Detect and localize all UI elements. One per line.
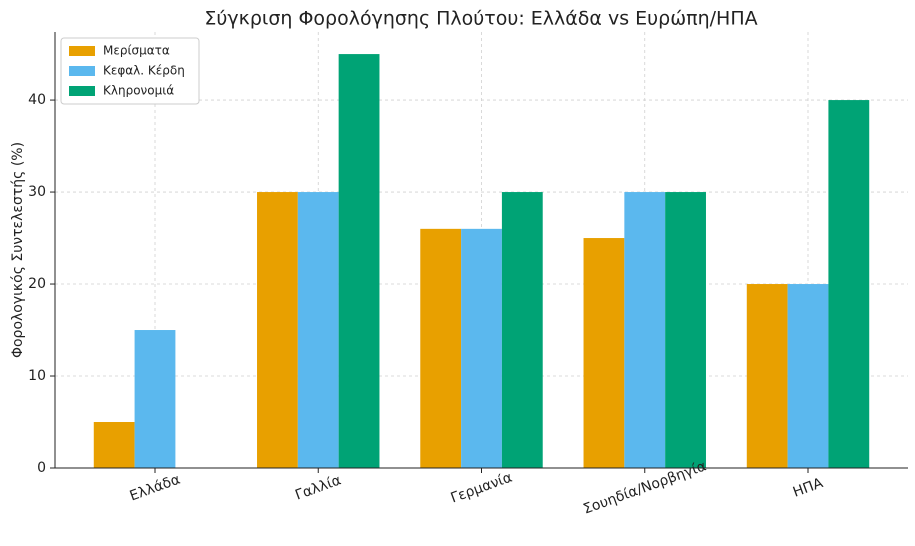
y-tick-label: 30 (28, 184, 46, 200)
legend-label: Μερίσματα (103, 44, 170, 58)
chart-title: Σύγκριση Φορολόγησης Πλούτου: Ελλάδα vs … (204, 8, 757, 30)
bar (257, 192, 298, 468)
legend-swatch (69, 86, 95, 96)
bar (665, 192, 706, 468)
x-tick-label: Γαλλία (293, 472, 343, 503)
bar (624, 192, 666, 468)
bar (828, 100, 870, 469)
x-tick-label: Γερμανία (449, 470, 515, 507)
legend-label: Κεφαλ. Κέρδη (103, 64, 185, 78)
bar (93, 422, 135, 468)
bar (787, 284, 829, 468)
legend-swatch (69, 46, 95, 56)
y-tick-label: 40 (28, 92, 46, 108)
bar (746, 284, 788, 468)
bar (461, 228, 502, 468)
y-axis-label: Φορολογικός Συντελεστής (%) (10, 142, 26, 358)
bar (134, 330, 176, 468)
x-tick-label: Ελλάδα (128, 472, 183, 505)
legend-box (60, 37, 200, 105)
legend-swatch (69, 66, 95, 76)
bar (297, 192, 339, 468)
bar (338, 54, 380, 468)
y-tick-label: 20 (28, 276, 46, 292)
legend-label: Κληρονομιά (103, 84, 174, 98)
x-tick-label: ΗΠΑ (791, 475, 826, 501)
y-tick-label: 10 (28, 368, 46, 384)
bar (420, 228, 462, 468)
bar (501, 192, 543, 468)
y-tick-label: 0 (37, 460, 46, 476)
bar (583, 238, 625, 468)
